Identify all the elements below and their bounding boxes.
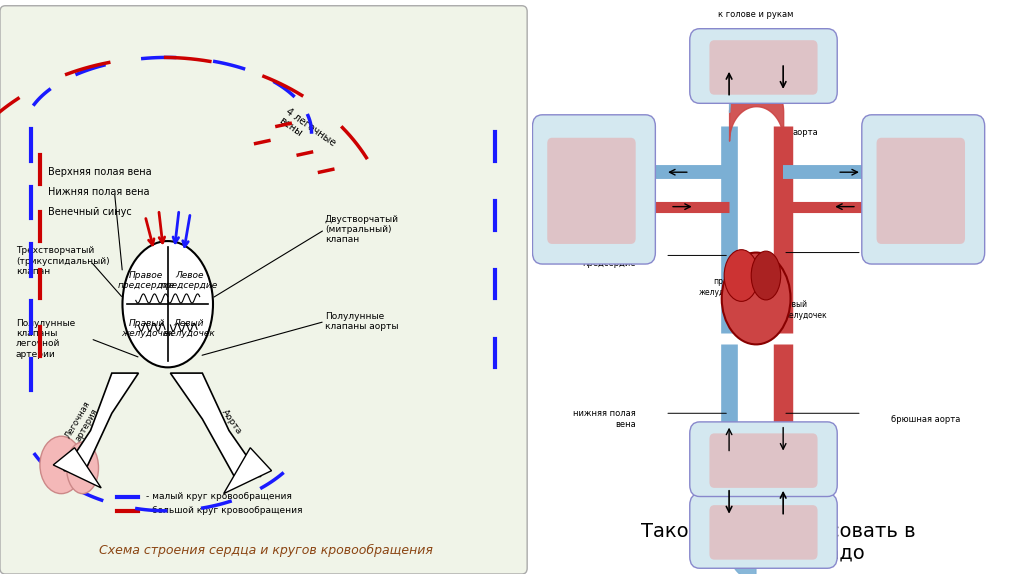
Text: Правое
предсердие: Правое предсердие [118, 270, 175, 290]
Text: Схема строения сердца и кругов кровообращения: Схема строения сердца и кругов кровообра… [99, 544, 433, 557]
FancyBboxPatch shape [547, 138, 636, 244]
Text: левый
желудочек: левый желудочек [783, 300, 828, 320]
Ellipse shape [40, 436, 83, 494]
Text: Трехстворчатый
(трикуспидальный)
клапан: Трехстворчатый (трикуспидальный) клапан [16, 246, 110, 276]
Text: нижняя полая
вена: нижняя полая вена [573, 409, 636, 429]
Text: Левый
желудочек: Левый желудочек [162, 319, 214, 338]
Text: легочная
артерия: легочная артерия [939, 134, 980, 153]
Text: легочные
вены: легочные вены [937, 203, 980, 222]
Text: брюшная аорта: брюшная аорта [891, 414, 961, 424]
FancyBboxPatch shape [690, 494, 838, 568]
Text: Верхняя полая вена: Верхняя полая вена [48, 167, 152, 177]
FancyBboxPatch shape [690, 29, 838, 103]
Text: к голове и рукам: к голове и рукам [719, 10, 794, 19]
FancyBboxPatch shape [710, 505, 817, 560]
Text: Левое
предсердие: Левое предсердие [161, 270, 218, 290]
FancyBboxPatch shape [690, 422, 838, 497]
FancyBboxPatch shape [710, 433, 817, 488]
Ellipse shape [722, 253, 791, 344]
FancyBboxPatch shape [0, 6, 527, 574]
Text: Такой рисунок  рисовать в
альбоме не надо: Такой рисунок рисовать в альбоме не надо [641, 522, 915, 563]
Polygon shape [223, 448, 271, 494]
Text: Двустворчатый
(митральный)
клапан: Двустворчатый (митральный) клапан [325, 215, 398, 245]
Text: к внутренним
органам: к внутренним органам [725, 426, 786, 446]
Ellipse shape [67, 442, 98, 494]
FancyBboxPatch shape [862, 115, 985, 264]
Text: - большой круг кровообращения: - большой круг кровообращения [146, 506, 303, 515]
Text: правое
предсердие: правое предсердие [583, 249, 636, 268]
FancyBboxPatch shape [710, 40, 817, 95]
Text: Аорта: Аорта [220, 408, 244, 436]
Text: 4 легочные
вены: 4 легочные вены [276, 106, 337, 158]
Ellipse shape [724, 250, 759, 301]
Text: Легочная
артерия: Легочная артерия [63, 399, 101, 445]
Text: Венечный синус: Венечный синус [48, 207, 132, 218]
Text: легкие: легкие [532, 173, 563, 183]
Text: Полулунные
клапаны
легочной
артерии: Полулунные клапаны легочной артерии [16, 319, 75, 359]
Ellipse shape [752, 251, 780, 300]
Ellipse shape [123, 241, 213, 367]
Text: легкие: легкие [949, 173, 980, 183]
Text: к ногам: к ногам [739, 555, 773, 564]
Text: Полулунные
клапаны аорты: Полулунные клапаны аорты [325, 312, 398, 331]
Text: Нижняя полая вена: Нижняя полая вена [48, 187, 150, 197]
Text: левое
предсердие: левое предсердие [891, 243, 945, 262]
Text: аорта: аорта [793, 127, 819, 137]
Polygon shape [63, 373, 138, 471]
Polygon shape [53, 448, 101, 488]
Text: правый
желудочек: правый желудочек [699, 277, 743, 297]
Text: верхняя полая
вена: верхняя полая вена [571, 151, 636, 170]
Text: - малый круг кровообращения: - малый круг кровообращения [146, 492, 292, 501]
Polygon shape [170, 373, 261, 476]
FancyBboxPatch shape [877, 138, 965, 244]
Text: Правый
желудочек: Правый желудочек [121, 319, 174, 338]
FancyBboxPatch shape [532, 115, 655, 264]
